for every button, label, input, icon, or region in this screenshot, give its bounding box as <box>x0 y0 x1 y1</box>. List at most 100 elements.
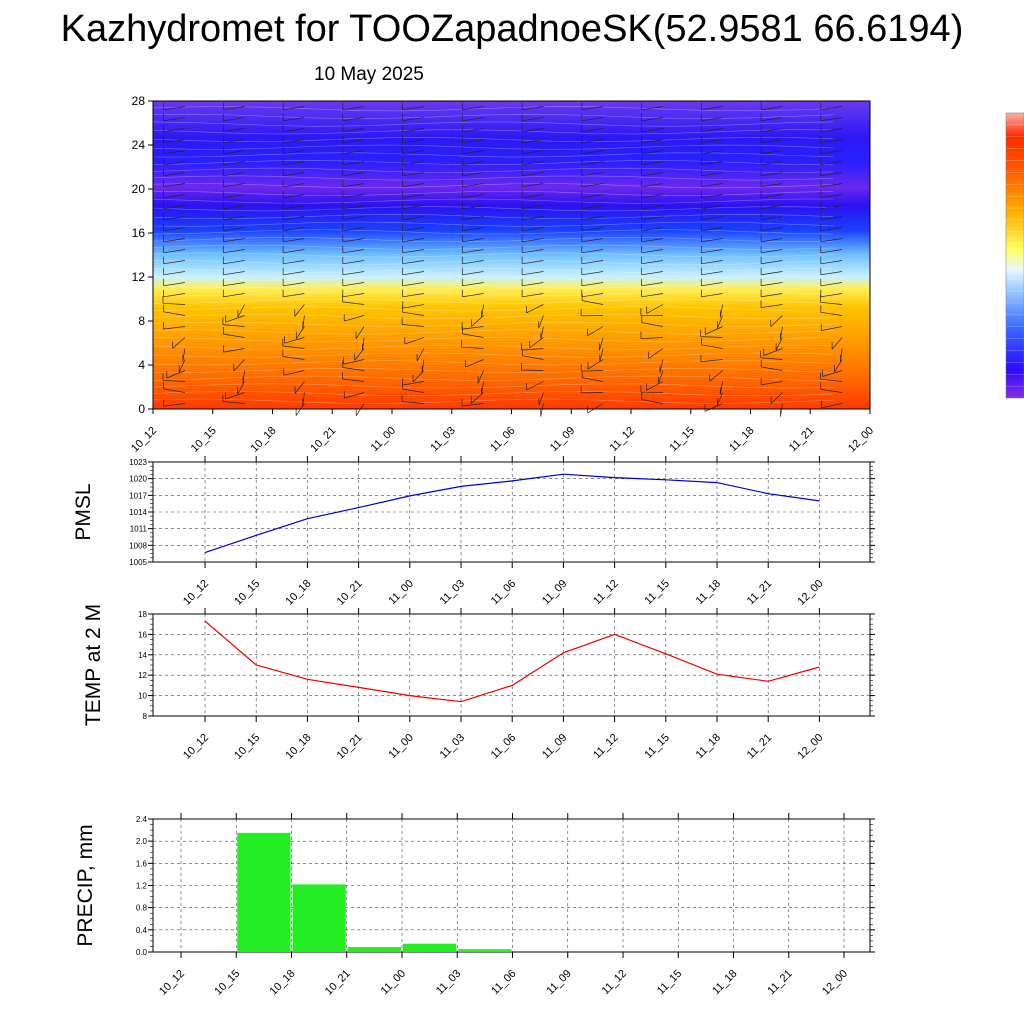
wind-barb <box>581 201 604 210</box>
wind-barb <box>402 146 424 155</box>
wind-barb <box>222 113 245 122</box>
wind-barb <box>342 201 365 210</box>
wind-barb <box>540 403 544 417</box>
wind-barb <box>648 348 664 359</box>
wind-barb <box>342 157 365 166</box>
wind-barb <box>581 223 604 232</box>
wind-barb <box>222 124 245 133</box>
wind-barb <box>820 245 843 254</box>
heatmap-xtick-label: 11_15 <box>667 425 697 455</box>
wind-barb <box>302 315 305 329</box>
wind-barb <box>163 267 185 276</box>
wind-barb <box>222 146 245 155</box>
wind-barb <box>820 212 843 221</box>
heatmap-ytick-label: 8 <box>138 314 145 328</box>
wind-barb <box>640 385 663 393</box>
wind-barb <box>581 289 604 298</box>
wind-barb <box>461 399 484 407</box>
temp-xtick-label: 11_03 <box>438 732 468 762</box>
chart-date: 10 May 2025 <box>314 64 424 85</box>
wind-barb <box>402 102 424 111</box>
wind-barb <box>362 337 365 351</box>
wind-barb <box>282 190 305 199</box>
wind-barb <box>163 146 185 155</box>
wind-barb <box>526 381 544 391</box>
wind-barb <box>402 135 424 144</box>
wind-barb <box>222 278 245 287</box>
wind-barb <box>820 157 843 166</box>
wind-barb <box>222 212 245 221</box>
wind-barb <box>282 289 305 298</box>
wind-barb <box>461 267 484 276</box>
heatmap-ytick-label: 12 <box>132 270 146 284</box>
contour-line <box>152 337 834 343</box>
wind-barb <box>282 168 305 177</box>
wind-barb <box>641 201 663 210</box>
wind-barb <box>342 168 365 177</box>
heatmap-xtick-label: 10_21 <box>308 425 338 455</box>
wind-barb <box>820 372 843 382</box>
wind-barb <box>342 223 365 232</box>
wind-barb <box>822 369 843 377</box>
wind-barb <box>163 201 185 210</box>
wind-barb <box>641 315 663 327</box>
wind-barb <box>282 234 305 243</box>
wind-barb <box>760 179 783 188</box>
wind-barb <box>225 392 245 400</box>
contour-line <box>152 314 834 320</box>
wind-barb <box>581 124 604 133</box>
wind-barb <box>700 329 723 338</box>
wind-barb <box>402 201 424 210</box>
wind-barb <box>225 315 245 323</box>
contour-line <box>152 144 834 150</box>
precip-xtick-label: 11_15 <box>655 968 685 998</box>
wind-barb <box>342 278 365 287</box>
wind-barb <box>700 278 723 287</box>
heatmap-xtick-label: 10_12 <box>129 425 159 455</box>
wind-barb <box>700 102 723 111</box>
wind-barb <box>461 135 484 144</box>
heatmap-field <box>153 101 870 409</box>
wind-barb <box>222 317 245 327</box>
wind-barb <box>641 190 663 199</box>
contour-line <box>152 344 834 350</box>
wind-barb <box>163 179 185 188</box>
wind-barb <box>581 267 604 276</box>
wind-barb <box>521 267 544 276</box>
contour-line <box>152 121 834 127</box>
wind-barb <box>770 315 783 327</box>
wind-barb <box>172 337 186 349</box>
contour-line <box>152 375 834 381</box>
temp-xtick-label: 11_21 <box>745 732 775 762</box>
temp-xtick-label: 10_15 <box>232 732 262 762</box>
wind-barb <box>760 102 783 111</box>
wind-barb <box>641 392 663 404</box>
wind-barb <box>178 359 186 373</box>
pmsl-xtick-label: 10_18 <box>283 578 313 608</box>
wind-barb <box>760 350 783 360</box>
contour-line <box>152 237 834 243</box>
pmsl-ytick-label: 1011 <box>130 525 148 534</box>
precip-xtick-label: 10_18 <box>268 968 298 998</box>
wind-barb <box>416 348 425 362</box>
pmsl-xtick-label: 11_18 <box>694 578 724 608</box>
wind-barb <box>641 146 663 155</box>
wind-barb <box>700 354 723 363</box>
temp-ytick-label: 16 <box>138 630 147 639</box>
wind-barb <box>222 157 245 166</box>
wind-barb <box>402 223 424 232</box>
wind-barb <box>775 337 783 351</box>
wind-barb <box>402 113 424 122</box>
wind-barb <box>700 113 723 122</box>
wind-barb <box>222 234 245 243</box>
wind-barb <box>760 168 783 177</box>
precip-xtick-label: 11_06 <box>489 968 519 998</box>
contour-line <box>152 152 834 158</box>
wind-barb <box>222 135 245 144</box>
temp-xtick-label: 11_06 <box>489 732 519 762</box>
contour-line <box>152 306 834 312</box>
wind-barb <box>163 234 185 243</box>
contour-line <box>152 267 834 273</box>
temp-xtick-label: 10_18 <box>283 732 313 762</box>
wind-barb <box>462 326 484 338</box>
